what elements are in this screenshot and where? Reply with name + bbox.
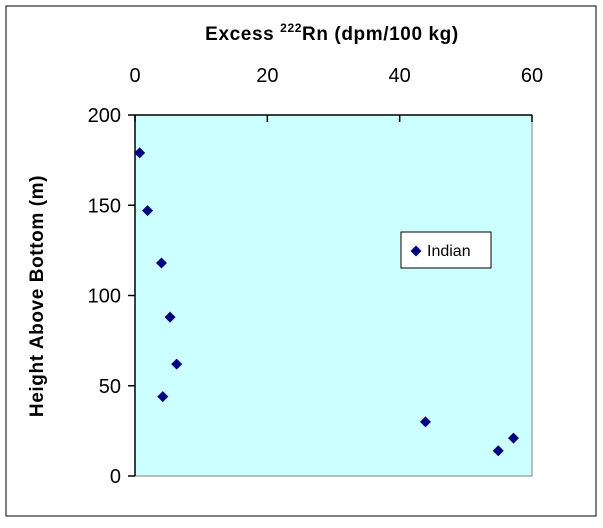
legend: Indian: [400, 231, 492, 269]
y-tick-label: 150: [88, 195, 121, 217]
x-axis-title-suffix: Rn (dpm/100 kg): [302, 24, 459, 45]
x-axis: 0 20 40 60: [129, 65, 543, 122]
data-point: [157, 391, 169, 403]
x-axis-title-superscript: 222: [280, 21, 302, 35]
x-axis-title: Excess 222Rn (dpm/100 kg): [205, 21, 459, 45]
x-tick-label: 40: [389, 65, 411, 87]
y-tick-label: 50: [99, 376, 121, 398]
data-point: [155, 257, 167, 269]
plot-area: [134, 114, 533, 477]
data-point: [419, 416, 431, 428]
data-point: [134, 147, 146, 159]
y-tick-label: 100: [88, 286, 121, 308]
x-tick-label: 0: [129, 65, 140, 87]
data-point: [507, 432, 519, 444]
data-point: [492, 445, 504, 457]
y-tick-label: 200: [88, 105, 121, 127]
x-axis-title-prefix: Excess: [205, 24, 280, 45]
y-axis: 0 50 100 150 200: [88, 105, 136, 488]
y-tick-label: 0: [110, 466, 121, 488]
y-axis-title: Height Above Bottom (m): [27, 175, 48, 417]
legend-marker-icon: [410, 245, 422, 257]
data-point: [171, 358, 183, 370]
data-point: [164, 311, 176, 323]
data-point: [142, 205, 154, 217]
x-tick-label: 20: [256, 65, 278, 87]
data-points: [134, 147, 519, 457]
legend-label: Indian: [427, 243, 471, 260]
x-tick-label: 60: [521, 65, 543, 87]
